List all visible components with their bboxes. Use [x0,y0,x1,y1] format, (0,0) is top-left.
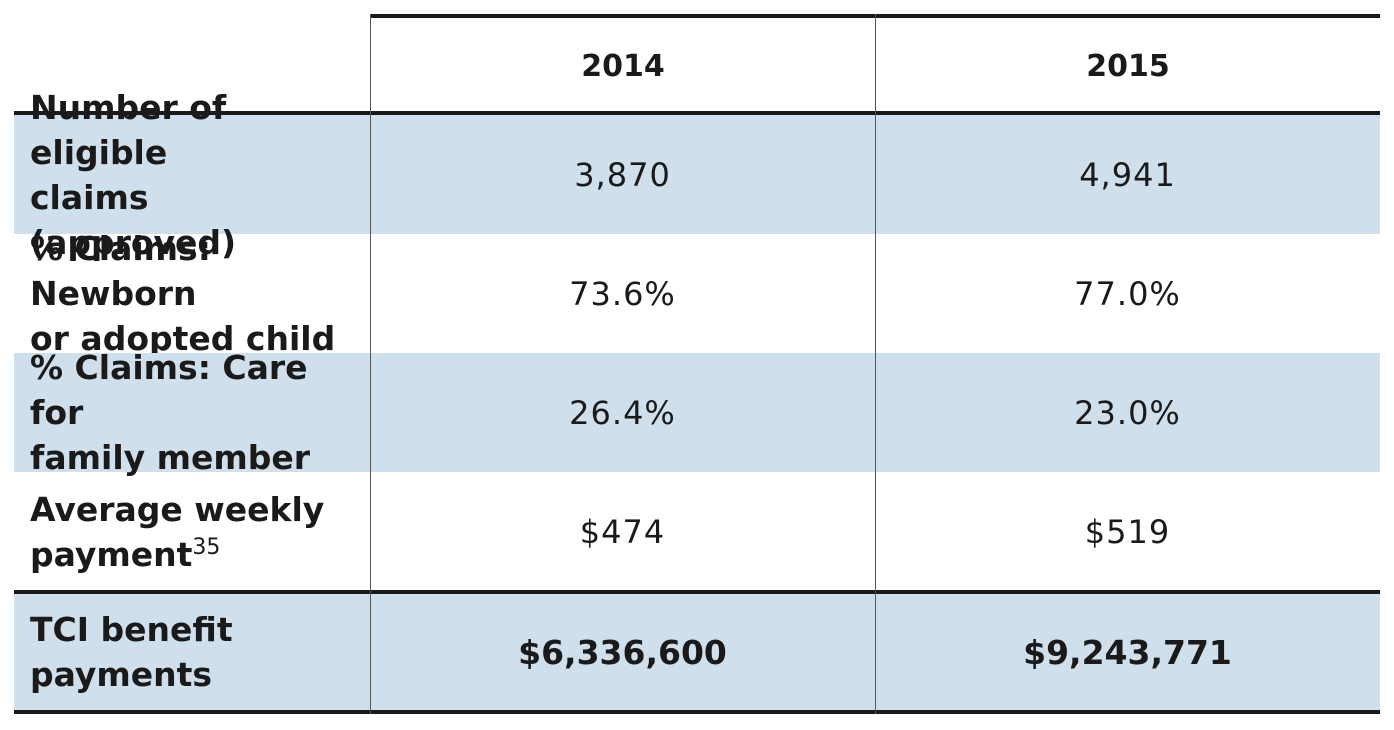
table-row: Average weekly payment35 $474 $519 [14,472,1380,591]
column-header-2014: 2014 [370,14,875,114]
row-label-line: claims (approved) [30,177,237,262]
row-label-line: family member [30,438,311,477]
row-label-line: Average weekly [30,489,325,529]
column-divider [370,14,371,714]
table-row: % Claims: Care for family member 26.4% 23… [14,348,1380,477]
bottom-rule [14,710,1380,714]
footnote-marker: 35 [192,534,221,560]
row-label-line: % Claims: Care for [30,348,308,432]
cell-2014: 26.4% [569,393,676,432]
cell-2014: 3,870 [574,155,671,194]
cell-2015: 23.0% [1074,393,1181,432]
row-label-line: Number of eligible [30,87,227,172]
table-row: Number of eligible claims (approved) 3,87… [14,88,1380,262]
cell-2015: $519 [1084,512,1171,551]
row-label: % Claims: Newborn or adopted child [30,229,360,358]
total-rule [14,590,1380,594]
row-label: Average weekly payment35 [30,472,360,591]
row-label-line: payments [30,655,213,694]
cell-2015: $9,243,771 [1023,632,1232,672]
row-label-line: or adopted child [30,319,336,358]
row-label: Number of eligible claims (approved) [30,88,360,262]
header-rule [14,111,1380,115]
cell-2014: $474 [579,512,666,551]
cell-2014: 73.6% [569,274,676,313]
row-label-line: payment [30,534,193,574]
cell-2015: 4,941 [1079,155,1176,194]
column-divider [875,14,876,714]
cell-2014: $6,336,600 [518,632,727,672]
column-header-2015: 2015 [875,14,1380,114]
row-label-line: % Claims: Newborn [30,229,211,313]
row-label-line: TCI benefit [30,610,233,649]
row-label: TCI benefit payments [30,594,360,710]
table-row: % Claims: Newborn or adopted child 73.6% … [14,229,1380,358]
table-row-total: TCI benefit payments $6,336,600 $9,243,77… [14,594,1380,710]
cell-2015: 77.0% [1074,274,1181,313]
row-label: % Claims: Care for family member [30,348,360,477]
